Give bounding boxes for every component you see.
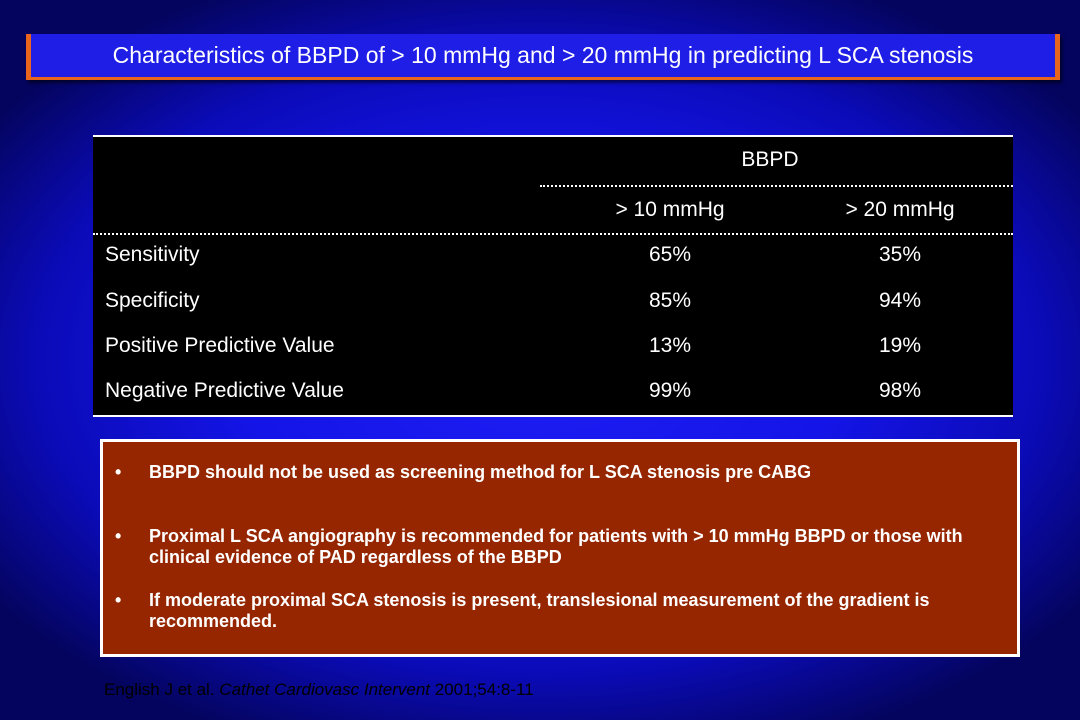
row-label-ppv: Positive Predictive Value xyxy=(105,334,335,357)
recommendations-box: • BBPD should not be used as screening m… xyxy=(100,439,1020,657)
row-label-sensitivity: Sensitivity xyxy=(105,243,200,266)
cell-sensitivity-10: 65% xyxy=(648,243,692,266)
slide-title: Characteristics of BBPD of > 10 mmHg and… xyxy=(112,42,974,68)
cell-specificity-20: 94% xyxy=(878,289,922,312)
title-bar: Characteristics of BBPD of > 10 mmHg and… xyxy=(26,34,1060,80)
citation-journal: Cathet Cardiovasc Intervent xyxy=(219,680,431,699)
recommendation-text: Proximal L SCA angiography is recommende… xyxy=(149,526,963,567)
citation-authors: English J et al. xyxy=(104,680,215,699)
recommendation-text: BBPD should not be used as screening met… xyxy=(149,462,812,482)
cell-specificity-10: 85% xyxy=(648,289,692,312)
recommendation-item: • Proximal L SCA angiography is recommen… xyxy=(115,526,999,568)
row-label-specificity: Specificity xyxy=(105,289,200,312)
recommendation-text: If moderate proximal SCA stenosis is pre… xyxy=(149,590,930,631)
citation: English J et al. Cathet Cardiovasc Inter… xyxy=(104,680,534,700)
bullet-icon: • xyxy=(115,462,122,482)
bullet-icon: • xyxy=(115,590,122,610)
cell-npv-20: 98% xyxy=(878,379,922,402)
stats-table: BBPD > 10 mmHg > 20 mmHg Sensitivity 65%… xyxy=(93,135,1013,417)
citation-details: 2001;54:8-11 xyxy=(434,680,534,699)
group-divider xyxy=(540,185,1013,187)
column-header-20mmhg: > 20 mmHg xyxy=(845,198,955,221)
cell-ppv-20: 19% xyxy=(878,334,922,357)
recommendation-item: • BBPD should not be used as screening m… xyxy=(115,462,999,483)
column-header-10mmhg: > 10 mmHg xyxy=(615,198,725,221)
group-header-bbpd: BBPD xyxy=(741,148,799,171)
cell-ppv-10: 13% xyxy=(648,334,692,357)
bullet-icon: • xyxy=(115,526,122,546)
cell-npv-10: 99% xyxy=(648,379,692,402)
header-divider xyxy=(93,233,1013,235)
recommendation-item: • If moderate proximal SCA stenosis is p… xyxy=(115,590,999,632)
cell-sensitivity-20: 35% xyxy=(878,243,922,266)
row-label-npv: Negative Predictive Value xyxy=(105,379,344,402)
